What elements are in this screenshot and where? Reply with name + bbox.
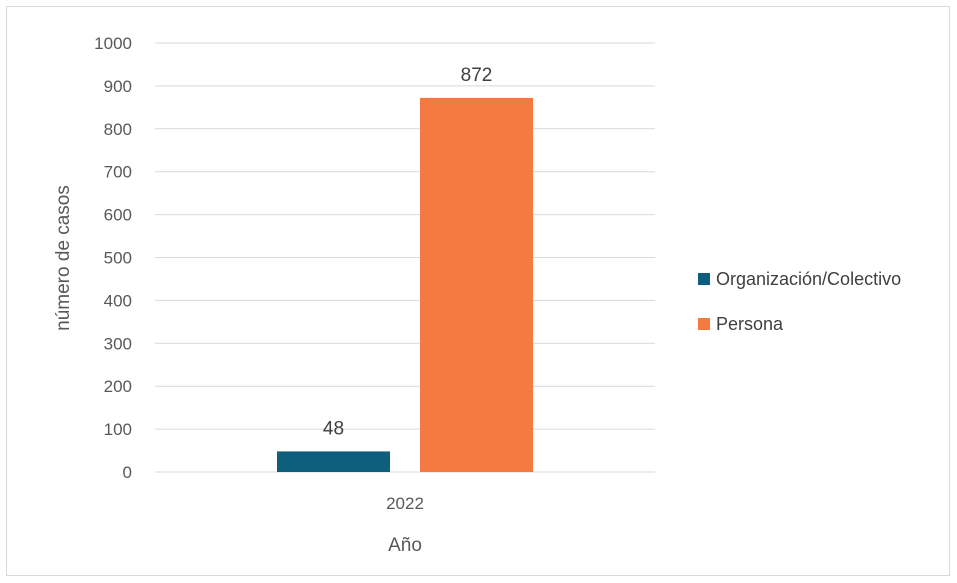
bar-persona-2022 xyxy=(420,97,533,473)
y-tick-label: 400 xyxy=(104,291,132,310)
x-axis-title: Año xyxy=(388,535,422,556)
x-tick-labels: 2022 xyxy=(386,494,424,513)
y-tick-label: 100 xyxy=(104,420,132,439)
y-tick-label: 800 xyxy=(104,120,132,139)
y-tick-label: 0 xyxy=(123,463,132,482)
y-tick-label: 300 xyxy=(104,334,132,353)
y-tick-label: 900 xyxy=(104,77,132,96)
data-labels: 48 872 xyxy=(323,65,492,439)
legend-swatch xyxy=(698,273,710,285)
y-tick-label: 500 xyxy=(104,249,132,268)
y-tick-labels: 0 100 200 300 400 500 600 700 800 900 1000 xyxy=(94,34,132,482)
y-tick-label: 200 xyxy=(104,377,132,396)
legend: Organización/Colectivo Persona xyxy=(698,269,901,334)
data-label: 872 xyxy=(461,65,493,86)
legend-label: Persona xyxy=(716,314,784,334)
y-tick-label: 600 xyxy=(104,206,132,225)
y-tick-label: 1000 xyxy=(94,34,132,53)
legend-swatch xyxy=(698,318,710,330)
x-tick-label: 2022 xyxy=(386,494,424,513)
y-axis-title: número de casos xyxy=(53,185,74,331)
bars xyxy=(277,97,533,473)
gridlines xyxy=(155,42,655,473)
y-tick-label: 700 xyxy=(104,163,132,182)
data-label: 48 xyxy=(323,418,344,439)
legend-label: Organización/Colectivo xyxy=(716,269,901,289)
bar-organizaci-n-colectivo-2022 xyxy=(277,451,390,472)
